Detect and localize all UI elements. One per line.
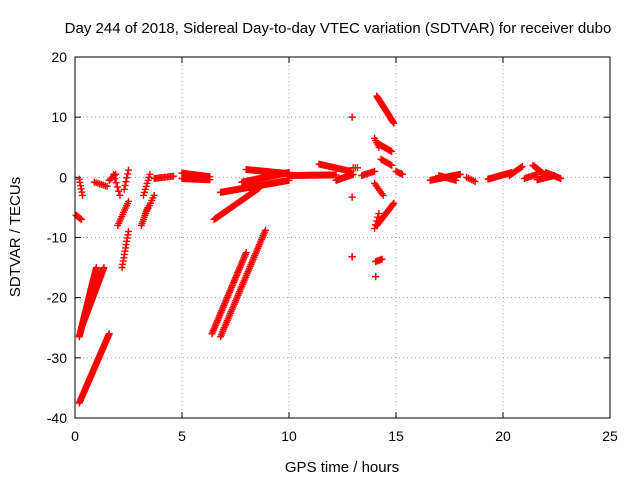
grid-lines <box>75 57 610 418</box>
y-tick-label: -10 <box>47 230 67 246</box>
data-point <box>390 199 398 207</box>
data-point <box>452 176 460 184</box>
data-point <box>348 193 356 201</box>
data-points <box>72 92 565 407</box>
data-point <box>124 170 132 178</box>
data-point <box>105 330 113 338</box>
data-point <box>557 175 565 183</box>
data-point <box>146 170 154 178</box>
x-axis-label: GPS time / hours <box>285 459 399 476</box>
data-point <box>349 170 357 178</box>
data-point <box>471 178 479 186</box>
data-point <box>378 255 386 263</box>
data-point <box>150 191 158 199</box>
data-point <box>125 227 132 235</box>
data-point <box>100 264 108 272</box>
y-tick-label: -40 <box>47 410 67 426</box>
y-axis-ticks: 20 10 0 -10 -20 -30 -40 <box>47 49 610 426</box>
plot-frame <box>74 56 611 419</box>
data-point <box>116 191 124 199</box>
data-point <box>78 191 86 199</box>
data-point <box>112 179 120 187</box>
y-tick-label: 0 <box>59 169 67 185</box>
x-tick-label: 20 <box>495 428 511 444</box>
x-tick-label: 5 <box>178 428 186 444</box>
x-tick-label: 25 <box>602 428 618 444</box>
data-point <box>111 175 119 183</box>
data-point <box>169 172 177 180</box>
data-point <box>388 147 396 155</box>
x-tick-label: 0 <box>71 428 79 444</box>
data-point <box>379 191 387 199</box>
data-point <box>120 185 128 193</box>
y-tick-label: 20 <box>51 49 67 65</box>
chart-title: Day 244 of 2018, Sidereal Day-to-day VTE… <box>65 20 612 37</box>
data-point <box>375 209 383 217</box>
x-axis-ticks: 0 5 10 15 20 25 <box>71 57 618 444</box>
data-point <box>348 113 356 121</box>
y-tick-label: 10 <box>51 109 67 125</box>
x-tick-label: 10 <box>281 428 297 444</box>
data-point <box>398 170 406 178</box>
data-point <box>390 119 398 127</box>
y-tick-label: -30 <box>47 350 67 366</box>
data-point <box>115 187 123 195</box>
data-point <box>122 178 130 186</box>
data-point <box>371 167 379 175</box>
data-point <box>110 170 118 178</box>
data-point <box>121 182 129 190</box>
data-point <box>518 163 526 171</box>
y-axis-label: SDTVAR / TECUs <box>7 177 24 297</box>
data-point <box>123 174 131 182</box>
data-point <box>348 253 356 261</box>
data-point <box>113 183 121 191</box>
data-point <box>353 164 361 172</box>
data-point <box>125 197 132 205</box>
data-point <box>388 161 396 169</box>
data-point <box>125 166 132 174</box>
data-point <box>261 226 269 234</box>
data-point <box>92 264 100 272</box>
data-point <box>77 215 85 223</box>
x-tick-label: 15 <box>388 428 404 444</box>
data-point <box>389 200 397 208</box>
data-point <box>456 170 464 178</box>
data-point <box>103 182 111 190</box>
y-tick-label: -20 <box>47 290 67 306</box>
data-point <box>372 273 380 281</box>
data-point <box>242 249 250 257</box>
data-point <box>206 176 214 184</box>
data-point <box>517 163 525 171</box>
